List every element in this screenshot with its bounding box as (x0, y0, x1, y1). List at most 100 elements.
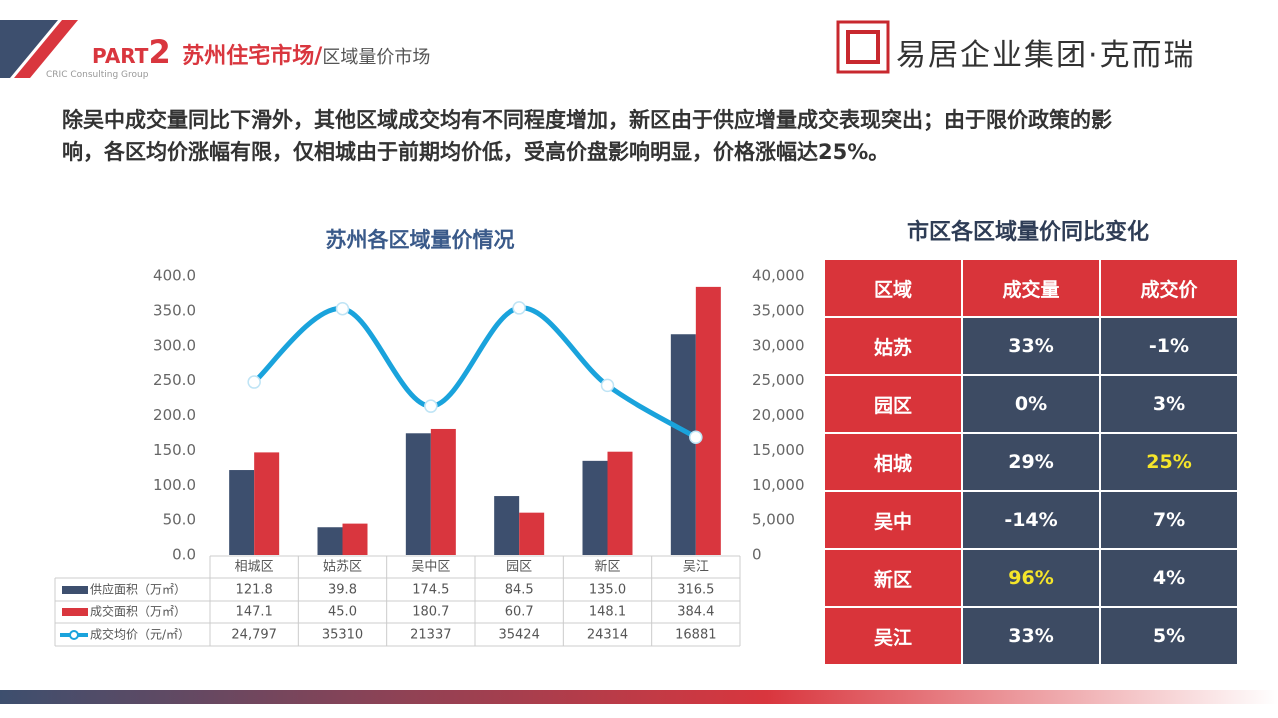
legend-marker (62, 608, 88, 616)
y2-tick-label: 10,000 (752, 476, 805, 494)
decor (14, 20, 78, 78)
value-label: 45.0 (328, 605, 357, 620)
line-marker (247, 375, 261, 389)
y2-tick-label: 30,000 (752, 336, 805, 354)
x-tick-label: 吴中区 (411, 560, 450, 575)
line-marker (689, 430, 703, 445)
cell: 4% (1101, 550, 1237, 606)
bar (519, 512, 545, 555)
line-marker (512, 301, 526, 315)
logo-seal (846, 30, 880, 64)
legend-label: 供应面积（万㎡） (90, 582, 186, 597)
line (252, 305, 698, 440)
header-cell: 成交价 (1101, 260, 1237, 316)
value-label: 24314 (587, 628, 628, 643)
y2-tick-label: 40,000 (752, 267, 805, 285)
cell: 96% (963, 550, 1099, 606)
x-tick-label: 吴江 (683, 560, 709, 575)
logo-seal (836, 20, 890, 74)
x-tick-label: 新区 (594, 559, 620, 575)
decor (0, 20, 58, 78)
line-marker (335, 301, 350, 316)
bar (229, 470, 255, 555)
cell: 3% (1101, 376, 1237, 432)
bar (695, 286, 721, 555)
header-title: 苏州住宅市场/ (182, 44, 323, 69)
cell: 29% (963, 434, 1099, 490)
bar (582, 460, 608, 555)
part-number: 2 (148, 33, 171, 71)
cell: 25% (1101, 434, 1237, 490)
value-label: 316.5 (677, 583, 714, 598)
table-title: 市区各区域量价同比变化 (907, 219, 1149, 245)
y2-tick-label: 0 (752, 546, 762, 564)
cell: 园区 (825, 376, 961, 432)
cell: 吴中 (825, 492, 961, 548)
y2-tick-label: 20,000 (752, 406, 805, 424)
cell: 33% (963, 608, 1099, 664)
value-label: 135.0 (589, 583, 626, 598)
value-label: 84.5 (505, 583, 534, 598)
legend-label: 成交均价（元/㎡） (90, 627, 190, 642)
value-label: 35310 (322, 628, 363, 643)
cell: 相城 (825, 434, 961, 490)
bar (607, 451, 633, 555)
footer-bar (0, 690, 1278, 704)
x-tick-label: 姑苏区 (323, 559, 362, 575)
header: PART2 苏州住宅市场/区域量价市场 (92, 33, 430, 71)
x-tick-label: 园区 (506, 560, 532, 575)
y-tick-label: 100.0 (153, 476, 196, 494)
cell: 0% (963, 376, 1099, 432)
value-label: 174.5 (412, 583, 449, 598)
y-tick-label: 150.0 (153, 441, 196, 459)
y2-tick-label: 15,000 (752, 441, 805, 459)
value-label: 148.1 (589, 605, 626, 620)
bar (405, 433, 431, 555)
value-label: 121.8 (236, 583, 273, 598)
part: PART (92, 44, 149, 68)
tagline: CRIC Consulting Group (46, 70, 149, 80)
bar (254, 452, 280, 555)
line-marker (424, 399, 438, 413)
bar (317, 527, 343, 555)
bar (494, 496, 520, 555)
table: 区域 成交量 成交价 姑苏 33% -1% 园区 0% 3% 相城 29% 25% 吴中 -14%… (823, 258, 1239, 666)
cell: 33% (963, 318, 1099, 374)
y-tick-label: 200.0 (153, 406, 196, 424)
header-cell: 区域 (825, 260, 961, 316)
value-label: 384.4 (677, 605, 714, 620)
logo-text: 易居企业集团·克而瑞 (896, 38, 1196, 73)
x-tick-label: 相城区 (235, 560, 274, 575)
y2-tick-label: 25,000 (752, 371, 805, 389)
paragraph-line: 响，各区均价涨幅有限，仅相城由于前期均价低，受高价盘影响明显，价格涨幅达25%。 (62, 140, 890, 164)
value-label: 180.7 (412, 605, 449, 620)
y-tick-label: 0.0 (172, 546, 196, 564)
cell: 吴江 (825, 608, 961, 664)
cell: 姑苏 (825, 318, 961, 374)
value-label: 147.1 (236, 605, 273, 620)
value-label: 16881 (675, 628, 716, 643)
value-label: 60.7 (505, 605, 534, 620)
legend-marker (69, 630, 79, 640)
cell: -14% (963, 492, 1099, 548)
y-tick-label: 50.0 (163, 511, 196, 529)
bar (342, 523, 368, 555)
value-label: 35424 (498, 628, 539, 643)
value-label: 39.8 (328, 583, 357, 598)
value-label: 24,797 (231, 628, 277, 643)
value-label: 21337 (410, 628, 451, 643)
bar (670, 334, 696, 555)
y-tick-label: 400.0 (153, 267, 196, 285)
y2-tick-label: 5,000 (752, 511, 795, 529)
y2-tick-label: 35,000 (752, 301, 805, 319)
cell: 7% (1101, 492, 1237, 548)
cell: -1% (1101, 318, 1237, 374)
y-tick-label: 250.0 (153, 371, 196, 389)
header-cell: 成交量 (963, 260, 1099, 316)
legend-marker (62, 586, 88, 594)
legend-label: 成交面积（万㎡） (90, 604, 186, 619)
cell: 5% (1101, 608, 1237, 664)
line-marker (600, 378, 615, 393)
